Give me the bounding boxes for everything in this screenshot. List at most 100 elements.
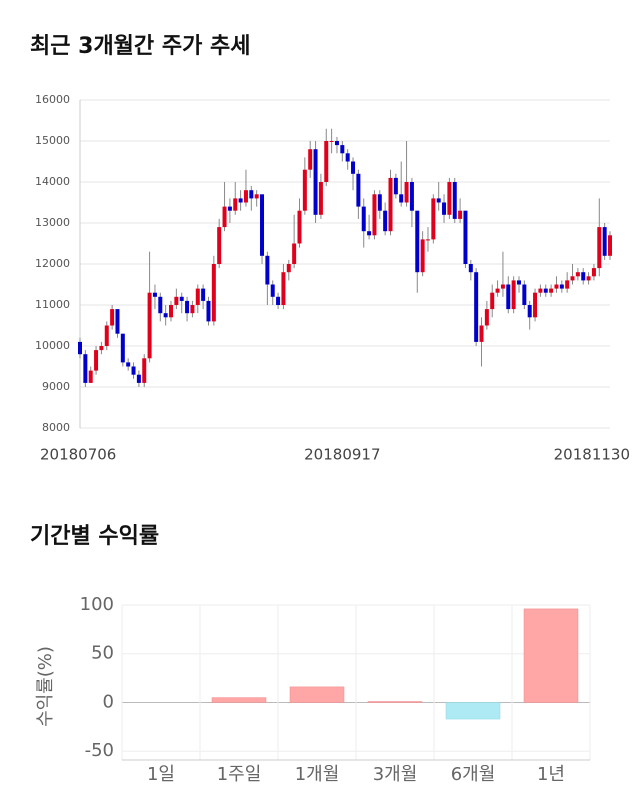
candle-body [538, 288, 543, 293]
candle-body [104, 325, 109, 346]
candle-body [211, 264, 216, 322]
candle-body [169, 305, 174, 318]
candle-body [147, 292, 152, 359]
candle-body [458, 210, 463, 219]
candle-body [308, 149, 313, 170]
candle-body [351, 161, 356, 174]
bar [211, 697, 267, 703]
candle-body [484, 309, 489, 326]
x-tick-label: 1주일 [217, 764, 262, 785]
candle-body [361, 206, 366, 232]
y-tick-label: 14000 [35, 175, 70, 188]
candle-body [281, 272, 286, 305]
bar [445, 702, 501, 720]
candle-body [479, 325, 484, 342]
candle-body [88, 370, 93, 383]
candle-body [206, 300, 211, 322]
y-tick-label: 0 [103, 691, 114, 712]
candle-body [238, 198, 243, 203]
candle-body [286, 264, 291, 273]
candle-body [254, 194, 259, 199]
candle-body [270, 284, 275, 297]
candle-body [602, 227, 607, 256]
candle-body [120, 333, 125, 363]
candle-body [533, 292, 538, 318]
candle-body [78, 341, 82, 355]
x-tick-label: 1년 [537, 764, 565, 785]
candle-body [452, 182, 457, 219]
candle-body [468, 264, 473, 273]
candle-body [581, 272, 586, 281]
chart-title: 기간별 수익률 [30, 524, 159, 549]
y-axis-title: 수익률(%) [35, 646, 56, 727]
candle-body [516, 280, 521, 285]
candle-body [163, 313, 168, 318]
candle-body [586, 276, 591, 281]
y-tick-label: -50 [85, 740, 114, 761]
candle-body [179, 296, 184, 301]
candle-body [431, 198, 436, 240]
candle-body [126, 362, 131, 367]
candle-body [345, 153, 350, 162]
candle-body [190, 305, 195, 314]
candle-body [136, 374, 141, 383]
candle-body [142, 358, 147, 383]
candle-body [222, 206, 227, 228]
candle-body [131, 366, 136, 375]
candle-body [420, 239, 425, 273]
y-tick-label: 16000 [35, 93, 70, 106]
candle-body [399, 194, 404, 203]
candle-body [549, 288, 554, 293]
candle-body [597, 227, 602, 269]
candle-body [442, 202, 447, 215]
candle-body [506, 284, 511, 310]
candle-body [463, 210, 468, 264]
candle-body [260, 194, 265, 256]
candle-body [500, 284, 505, 289]
candle-body [436, 198, 441, 203]
candle-body [393, 177, 398, 195]
candle-body [388, 177, 393, 232]
candle-body [99, 346, 104, 351]
candle-body [334, 141, 339, 146]
candle-body [522, 284, 527, 305]
candle-body [217, 227, 222, 264]
candle-body [367, 231, 372, 236]
candle-body [565, 280, 570, 289]
candle-body [527, 305, 532, 318]
candle-body [340, 145, 345, 154]
candle-body [233, 198, 238, 211]
candle-body [377, 194, 382, 211]
candle-body [608, 235, 612, 256]
candle-body [490, 292, 495, 310]
candle-body [195, 288, 200, 305]
bar [289, 686, 345, 703]
candle-body [185, 300, 190, 314]
y-tick-label: 15000 [35, 134, 70, 147]
candle-body [313, 149, 318, 215]
candle-body [415, 210, 420, 273]
candle-body [425, 239, 430, 241]
bar [367, 701, 423, 703]
candle-body [94, 350, 99, 371]
bar [523, 608, 579, 703]
candle-body [495, 288, 500, 293]
x-tick-label: 20180917 [304, 446, 380, 464]
y-tick-label: 13000 [35, 216, 70, 229]
candle-body [575, 272, 580, 277]
candle-body [447, 182, 452, 215]
y-tick-label: 9000 [42, 380, 70, 393]
x-tick-label: 1개월 [295, 764, 340, 785]
candle-body [292, 243, 297, 264]
x-tick-label: 20181130 [554, 446, 630, 464]
candle-body [83, 354, 88, 383]
y-tick-label: 100 [80, 594, 114, 615]
x-tick-label: 1일 [147, 764, 175, 785]
candle-body [409, 182, 414, 211]
candle-body [276, 296, 281, 305]
candle-body [329, 141, 334, 142]
candle-body [174, 296, 179, 305]
candle-body [158, 296, 163, 314]
